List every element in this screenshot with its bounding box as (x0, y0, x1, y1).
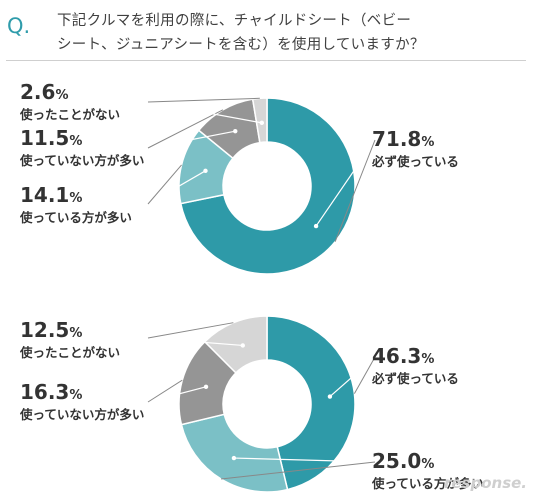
leader-line (147, 386, 207, 403)
rental-car-chart: レンタカー (N=78) 2.6% 使ったことがない 11.5% 使っていない方… (0, 64, 535, 279)
center-n: (N=80) (244, 406, 290, 420)
leader-line-outer (221, 461, 376, 480)
label-group: 71.8% 必ず使っている (372, 128, 459, 170)
category-label: 使ったことがない (20, 345, 121, 360)
label-group: 11.5% 使っていない方が多い (20, 127, 144, 169)
label-group: 12.5% 使ったことがない (20, 319, 120, 361)
leader-line-outer (147, 322, 234, 339)
leader-dot (203, 168, 208, 174)
unit-label: % (421, 457, 435, 472)
value-label: 46.3 (372, 344, 422, 368)
unit-label: % (69, 388, 83, 403)
category-label: 使っている方が多い (20, 210, 132, 225)
label-group: 16.3% 使っていない方が多い (20, 381, 144, 423)
car-share-donut (147, 315, 376, 493)
value-label: 12.5 (20, 318, 70, 342)
value-label: 14.1 (20, 183, 70, 207)
leader-line-outer (353, 356, 376, 394)
question-mark: Q. (7, 14, 31, 38)
unit-label: % (69, 326, 83, 341)
center-name: BtoC (247, 370, 287, 388)
center-name: レンタカー (229, 177, 305, 195)
question-line-2: シート、ジュニアシートを含む）を使用していますか？ (57, 37, 425, 53)
leader-dot (240, 343, 245, 348)
unit-label: % (69, 191, 83, 206)
category-label: 使っていない方が多い (20, 407, 145, 422)
unit-label: % (421, 135, 435, 150)
unit-label: % (421, 352, 435, 367)
category-label: 必ず使っている (372, 371, 459, 386)
leader-line (315, 139, 376, 227)
value-label: 25.0 (372, 449, 422, 473)
question-header: Q. 下記クルマを利用の際に、チャイルドシート（ベビー シート、ジュニアシートを… (0, 0, 535, 62)
leader-line-outer (147, 164, 182, 205)
header-divider (6, 60, 526, 61)
center-name-2: カーシェア (229, 388, 305, 406)
leader-dot (233, 128, 238, 134)
leader-dot (203, 384, 209, 390)
leader-dot (327, 394, 333, 399)
label-group: 46.3% 必ず使っている (372, 345, 459, 387)
leader-line-outer (147, 109, 224, 149)
category-label: 必ず使っている (372, 154, 459, 169)
leader-line (233, 457, 376, 463)
category-label: 使っていない方が多い (20, 153, 145, 168)
leader-dot (231, 455, 237, 461)
pie-slice (266, 315, 356, 491)
car-share-center-label: BtoC カーシェア (N=80) (222, 370, 312, 421)
leader-dot (313, 223, 319, 229)
unit-label: % (55, 88, 69, 103)
leader-dot (259, 120, 265, 126)
pie-slice (179, 97, 356, 275)
leader-line (329, 356, 376, 398)
category-label: 使っている方が多い (372, 476, 484, 491)
leader-line (147, 170, 206, 205)
unit-label: % (69, 134, 83, 149)
rental-car-donut (147, 97, 376, 275)
value-label: 16.3 (20, 380, 70, 404)
value-label: 11.5 (20, 126, 70, 150)
label-group: 2.6% 使ったことがない (20, 81, 120, 123)
rental-car-center-label: レンタカー (N=78) (222, 177, 312, 210)
watermark-logo: response. (443, 474, 527, 492)
leader-line (147, 130, 236, 149)
category-label: 使ったことがない (20, 107, 121, 122)
leader-line-outer (334, 139, 376, 242)
pie-slice (180, 413, 289, 493)
leader-line (147, 101, 262, 124)
value-label: 71.8 (372, 127, 422, 151)
leader-line (147, 337, 243, 347)
question-line-1: 下記クルマを利用の際に、チャイルドシート（ベビー (57, 13, 412, 29)
value-label: 2.6 (20, 80, 56, 104)
car-share-chart: BtoC カーシェア (N=80) 12.5% 使ったことがない 16.3% 使… (0, 282, 535, 497)
label-group: 14.1% 使っている方が多い (20, 184, 132, 226)
center-n: (N=78) (244, 195, 290, 209)
leader-line-outer (147, 97, 260, 103)
label-group: 25.0% 使っている方が多い (372, 450, 484, 492)
leader-line-outer (147, 379, 183, 403)
